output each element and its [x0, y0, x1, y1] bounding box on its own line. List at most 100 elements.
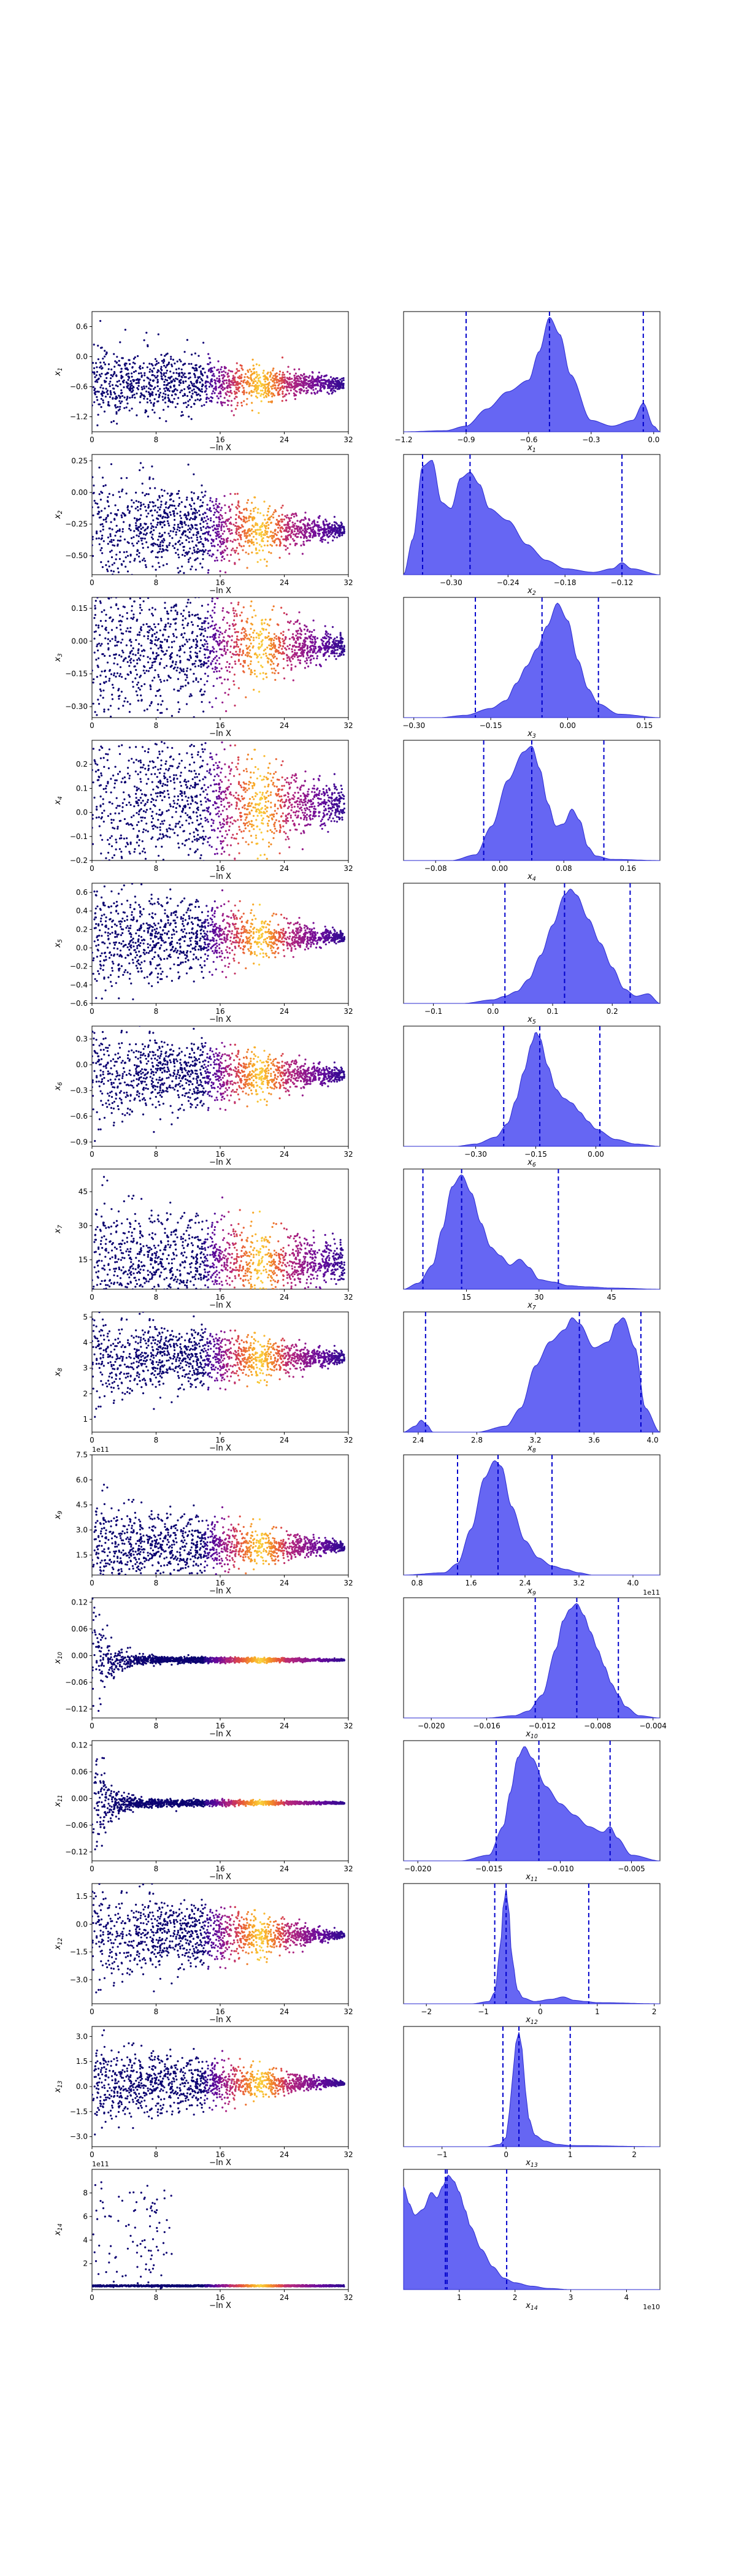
trace-point [232, 414, 235, 416]
trace-point [246, 648, 248, 650]
trace-point [178, 708, 181, 710]
trace-point [256, 512, 259, 514]
trace-point [220, 525, 223, 527]
trace-point [302, 640, 305, 642]
trace-point [180, 670, 183, 672]
trace-point [183, 651, 186, 654]
trace-point [201, 405, 203, 407]
trace-point [217, 397, 220, 400]
trace-point [154, 358, 157, 361]
trace-point [148, 667, 151, 669]
trace-point [99, 361, 102, 364]
trace-point [172, 876, 174, 878]
trace-point [146, 708, 148, 711]
trace-point [213, 375, 215, 377]
trace-point [155, 393, 158, 396]
trace-point [209, 701, 211, 703]
trace-point [161, 711, 163, 714]
trace-point [283, 642, 285, 645]
trace-point [304, 633, 307, 635]
trace-point [271, 377, 274, 379]
trace-point [139, 676, 141, 678]
trace-point [220, 402, 223, 405]
trace-point [328, 642, 331, 644]
trace-point [120, 535, 122, 538]
trace-point [276, 664, 279, 667]
trace-xtick-label: 24 [280, 435, 289, 444]
trace-point [215, 697, 217, 700]
trace-point [223, 387, 226, 389]
trace-point [132, 545, 135, 547]
trace-point [118, 614, 121, 616]
trace-point [111, 620, 113, 623]
trace-point [126, 587, 128, 589]
trace-point [132, 743, 134, 745]
trace-point [281, 356, 284, 359]
trace-point [244, 630, 247, 632]
trace-point [158, 495, 161, 497]
trace-point [115, 375, 118, 377]
trace-point [188, 638, 191, 641]
trace-xtick-label: 0 [90, 435, 94, 444]
trace-point [175, 531, 177, 534]
trace-point [258, 828, 261, 830]
trace-point [212, 540, 215, 543]
trace-xtick-label: 16 [215, 578, 224, 587]
trace-point [248, 645, 251, 648]
trace-point [120, 377, 123, 380]
trace-point [132, 653, 134, 656]
trace-point [298, 823, 301, 826]
trace-point [286, 377, 288, 379]
trace-point [150, 527, 153, 530]
trace-point [302, 381, 304, 383]
trace-point [136, 527, 138, 531]
density-area [403, 460, 661, 575]
trace-point [202, 526, 205, 528]
trace-point [291, 521, 294, 524]
trace-point [142, 649, 145, 651]
trace-point [170, 584, 172, 586]
trace-point [250, 623, 253, 625]
trace-point [305, 375, 308, 378]
trace-point [156, 590, 158, 592]
trace-ytick-label: 0.00 [71, 637, 88, 645]
trace-point [203, 661, 205, 663]
trace-point [242, 664, 244, 667]
trace-point [220, 507, 223, 509]
trace-point [196, 641, 198, 643]
trace-point [238, 505, 240, 508]
trace-point [237, 604, 239, 606]
trace-point [254, 795, 257, 797]
trace-point [135, 378, 138, 381]
trace-point [144, 505, 147, 508]
trace-point [154, 643, 156, 645]
trace-point [142, 655, 145, 657]
trace-point [266, 533, 268, 535]
trace-point [240, 404, 243, 407]
trace-point [235, 654, 237, 656]
trace-point [281, 518, 283, 521]
trace-point [171, 390, 174, 393]
trace-point [185, 380, 187, 383]
trace-point [267, 845, 270, 848]
trace-point [243, 391, 245, 394]
trace-point [270, 515, 273, 518]
trace-point [311, 638, 313, 641]
trace-point [323, 646, 325, 649]
trace-point [199, 650, 201, 653]
trace-point [193, 502, 196, 505]
trace-point [169, 836, 171, 838]
trace-point [124, 880, 126, 881]
trace-point [243, 531, 246, 534]
trace-point [198, 541, 201, 544]
trace-point [294, 523, 296, 525]
trace-point [273, 653, 275, 656]
trace-point [286, 538, 288, 540]
trace-point [300, 634, 302, 636]
trace-point [251, 646, 254, 649]
trace-point [122, 651, 125, 654]
trace-point [156, 371, 158, 374]
trace-point [291, 648, 293, 651]
trace-point [323, 386, 325, 388]
trace-point [159, 662, 161, 664]
